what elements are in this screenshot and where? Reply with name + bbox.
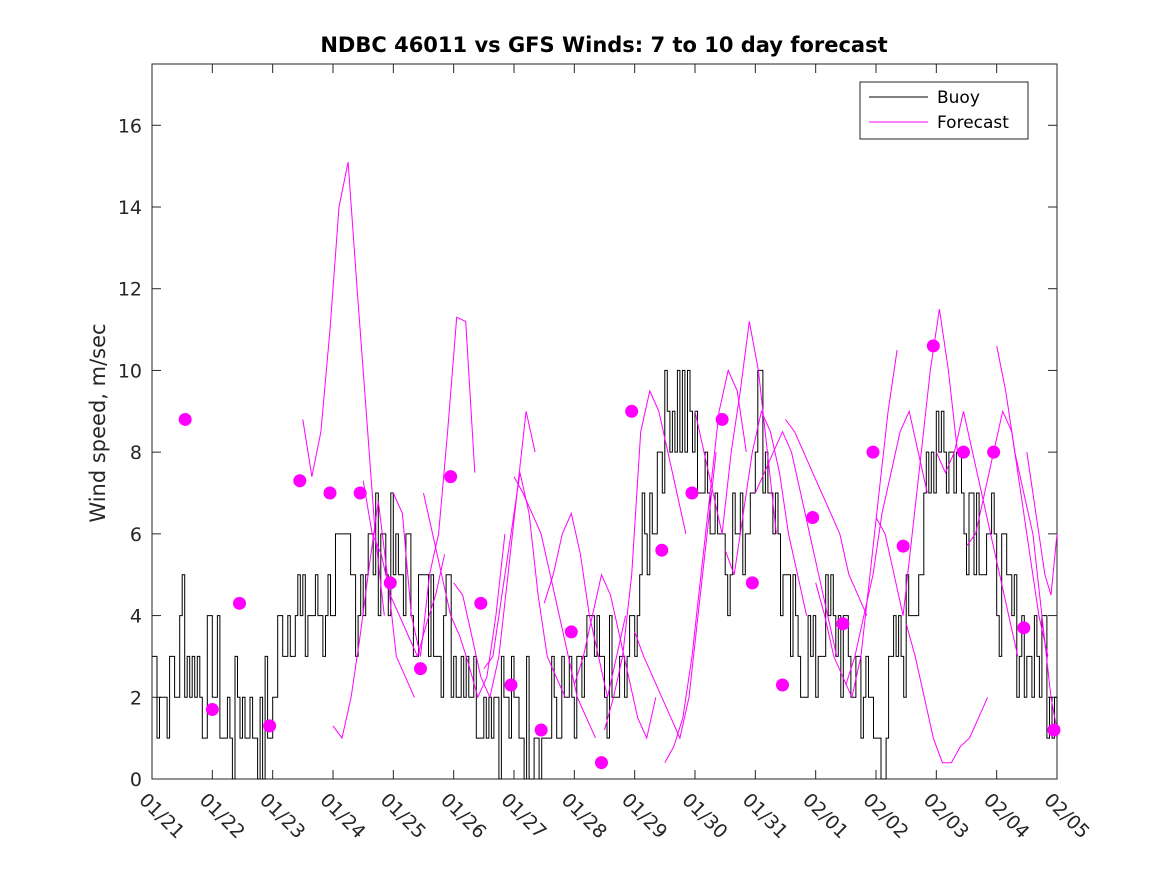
x-tick-label: 01/31: [738, 789, 792, 843]
forecast-marker: [178, 412, 192, 426]
y-tick-label: 8: [130, 442, 142, 464]
x-tick-label: 01/29: [617, 789, 671, 843]
forecast-marker: [353, 486, 367, 500]
forecast-marker: [956, 445, 970, 459]
forecast-series-line: [604, 389, 687, 731]
forecast-series-line: [935, 411, 1019, 657]
y-tick-label: 12: [118, 279, 142, 301]
forecast-marker: [263, 719, 277, 733]
x-tick-label: 02/04: [979, 789, 1033, 843]
y-tick-label: 10: [118, 360, 142, 382]
chart-title: NDBC 46011 vs GFS Winds: 7 to 10 day for…: [320, 33, 887, 57]
y-tick-label: 4: [130, 606, 142, 628]
forecast-marker: [926, 339, 940, 353]
forecast-marker: [625, 404, 639, 418]
x-tick-label: 02/05: [1039, 789, 1093, 843]
forecast-marker: [836, 617, 850, 631]
forecast-series-line: [996, 345, 1058, 731]
x-tick-label: 01/23: [255, 789, 309, 843]
forecast-marker: [205, 703, 219, 717]
forecast-marker: [866, 445, 880, 459]
x-tick-label: 01/27: [496, 789, 550, 843]
forecast-series-line: [664, 368, 747, 763]
x-tick-label: 02/03: [919, 789, 973, 843]
y-axis-label: Wind speed, m/sec: [86, 323, 110, 522]
y-tick-label: 14: [118, 197, 142, 219]
forecast-series-line: [332, 501, 415, 740]
x-tick-label: 01/30: [677, 789, 731, 843]
forecast-marker: [685, 486, 699, 500]
forecast-series-line: [694, 321, 777, 535]
x-tick-label: 01/25: [376, 789, 430, 843]
forecast-marker: [232, 596, 246, 610]
forecast-series-line: [1026, 452, 1058, 596]
x-tick-label: 01/21: [134, 789, 188, 843]
y-tick-label: 6: [130, 524, 142, 546]
forecast-marker: [504, 678, 518, 692]
y-tick-label: 2: [130, 687, 142, 709]
forecast-series-line: [815, 349, 898, 699]
forecast-series-line: [423, 492, 506, 699]
forecast-marker: [775, 678, 789, 692]
forecast-series-line: [573, 573, 657, 740]
forecast-marker: [594, 756, 608, 770]
forecast-series-line: [362, 480, 446, 658]
forecast-marker: [323, 486, 337, 500]
forecast-series-line: [483, 472, 566, 698]
x-tick-label: 02/02: [858, 789, 912, 843]
forecast-marker: [655, 543, 669, 557]
forecast-marker: [383, 576, 397, 590]
forecast-series-line: [543, 511, 627, 698]
legend: Buoy Forecast: [859, 81, 1029, 140]
forecast-marker: [806, 511, 820, 525]
buoy-series-line: [152, 369, 1058, 780]
forecast-marker: [896, 539, 910, 553]
forecast-series-line: [302, 162, 385, 616]
x-tick-label: 01/24: [315, 789, 369, 843]
legend-label-buoy: Buoy: [937, 88, 980, 108]
forecast-series-line: [785, 419, 868, 616]
y-tick-label: 16: [118, 115, 142, 137]
x-tick-label: 01/28: [557, 789, 611, 843]
forecast-marker: [1047, 723, 1061, 737]
axes-frame: [151, 63, 1058, 780]
forecast-marker: [413, 662, 427, 676]
forecast-series-line: [453, 411, 536, 699]
forecast-marker: [293, 474, 307, 488]
x-tick-label: 01/22: [195, 789, 249, 843]
forecast-series-line: [513, 476, 596, 739]
forecast-series-line: [754, 430, 838, 657]
forecast-series-line: [634, 452, 717, 740]
forecast-series-line: [905, 623, 989, 764]
forecast-series-line: [392, 316, 476, 657]
legend-label-forecast: Forecast: [937, 113, 1009, 133]
forecast-series-line: [966, 409, 1049, 657]
y-tick-label: 0: [130, 769, 142, 791]
x-tick-label: 01/26: [436, 789, 490, 843]
forecast-marker: [564, 625, 578, 639]
legend-box: [859, 81, 1029, 140]
forecast-marker: [987, 445, 1001, 459]
forecast-marker: [745, 576, 759, 590]
forecast-series-line: [845, 409, 928, 686]
forecast-series-line: [724, 409, 808, 616]
forecast-marker: [1017, 621, 1031, 635]
forecast-marker: [474, 596, 488, 610]
forecast-series-line: [875, 309, 958, 616]
x-tick-label: 02/01: [798, 789, 852, 843]
forecast-marker: [715, 412, 729, 426]
forecast-marker: [534, 723, 548, 737]
forecast-marker: [444, 470, 458, 484]
